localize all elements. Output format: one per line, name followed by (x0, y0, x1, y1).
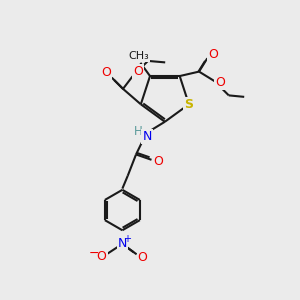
Text: H: H (134, 125, 142, 138)
Text: O: O (133, 65, 143, 78)
Text: N: N (142, 130, 152, 143)
Text: O: O (97, 250, 106, 263)
Text: CH₃: CH₃ (128, 51, 149, 61)
Text: O: O (153, 155, 163, 168)
Text: O: O (138, 251, 148, 264)
Text: S: S (184, 98, 194, 111)
Text: O: O (208, 48, 218, 61)
Text: O: O (215, 76, 225, 89)
Text: O: O (101, 66, 111, 79)
Text: −: − (89, 247, 100, 260)
Text: +: + (123, 234, 131, 244)
Text: N: N (118, 237, 127, 250)
